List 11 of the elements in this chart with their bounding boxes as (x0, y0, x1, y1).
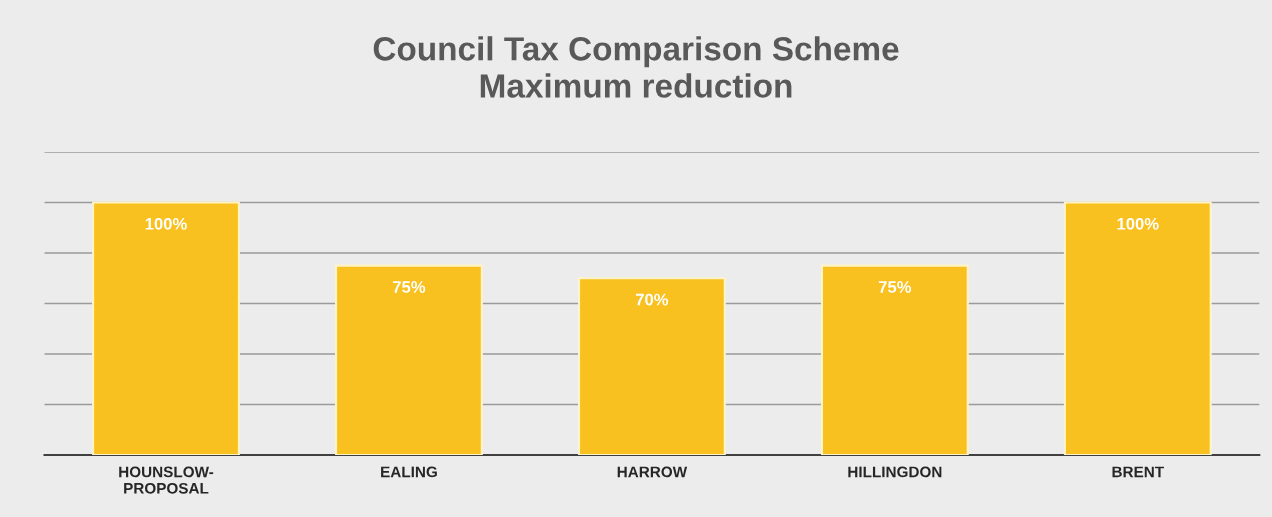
data-label: 75% (392, 281, 426, 293)
data-label: 100% (145, 217, 187, 230)
data-label: 100% (1117, 217, 1159, 230)
x-tick-label: HILLINGDON (848, 466, 942, 478)
x-tick-label: EALING (381, 466, 437, 478)
x-tick-label: BRENT (1112, 466, 1164, 478)
chart-title: Council Tax Comparison Scheme Maximum reduction (373, 36, 899, 98)
x-tick-label: HARROW (617, 466, 688, 478)
data-label: 70% (635, 293, 669, 306)
x-tick-label: HOUNSLOW- PROPOSAL (119, 466, 214, 494)
data-label: 75% (878, 281, 912, 293)
